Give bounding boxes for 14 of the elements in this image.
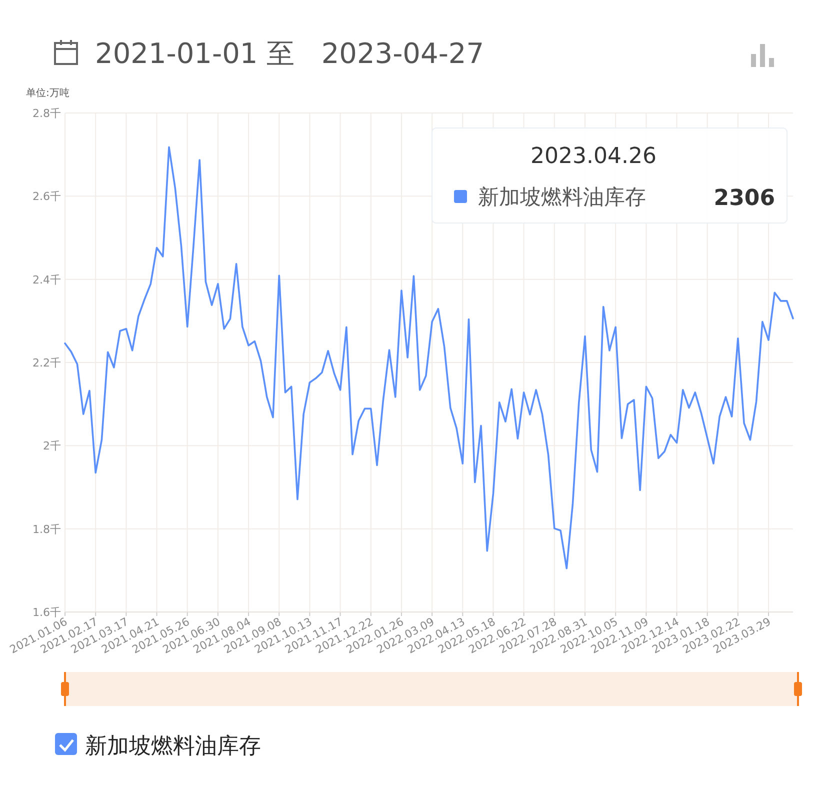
- y-tick-label: 1.8千: [32, 522, 61, 536]
- y-tick-label: 2千: [43, 440, 61, 453]
- y-tick-label: 2.2千: [32, 356, 61, 370]
- y-tick-label: 2.6千: [32, 190, 61, 204]
- line-series: [64, 146, 794, 570]
- y-tick-label: 1.6千: [32, 606, 61, 619]
- y-tick-label: 2.8千: [32, 107, 61, 120]
- annotation: 新加坡燃料油库存: [478, 185, 646, 209]
- annotation: 2023.04.26: [530, 144, 656, 169]
- y-axis-title: 单位:万吨: [26, 87, 70, 99]
- chart-title: 2021-01-01 至 2023-04-27: [95, 37, 484, 70]
- y-tick-label: 2.4千: [32, 273, 61, 286]
- legend-label: 新加坡燃料油库存: [85, 734, 261, 759]
- annotation: 2306: [714, 186, 775, 211]
